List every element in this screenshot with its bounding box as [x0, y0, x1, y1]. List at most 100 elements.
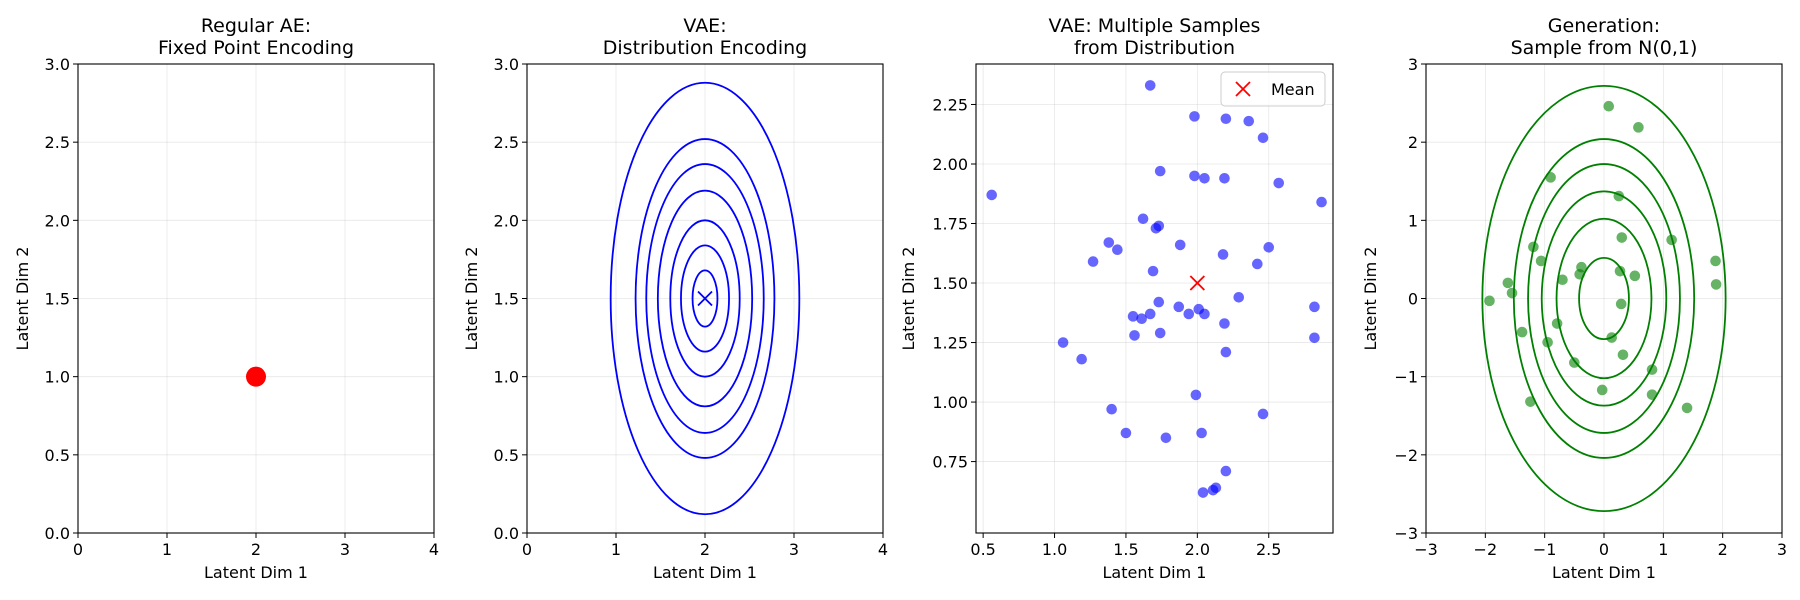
data-point [1551, 318, 1563, 329]
x-tick-label: 2 [1718, 540, 1728, 559]
x-tick-label: 0 [1599, 540, 1609, 559]
data-point [1153, 296, 1165, 308]
data-point [1516, 326, 1528, 338]
data-point [1606, 332, 1618, 343]
y-tick-label: 0.0 [494, 524, 519, 543]
y-tick-label: 2.0 [45, 211, 70, 230]
contour-line [691, 269, 719, 328]
data-point [1545, 172, 1556, 183]
y-tick-label: 1.5 [45, 290, 70, 309]
data-point [1646, 389, 1658, 400]
chart-title: Distribution Encoding [603, 37, 807, 59]
chart-title: VAE: Multiple Samples [1049, 15, 1261, 37]
legend: Mean [1220, 71, 1326, 107]
data-point [1112, 244, 1123, 255]
data-point [1173, 301, 1185, 313]
subplot-2: 0 1 2 3 4 0.0 0.5 1.0 1.5 2.0 2.5 3.0 Latent Dim 1 La… [462, 15, 888, 582]
data-point [1542, 336, 1553, 348]
x-tick-label: 0 [73, 540, 83, 559]
data-point [1183, 308, 1195, 320]
contour-line [1527, 163, 1681, 434]
data-point [1154, 327, 1166, 339]
data-point [1710, 255, 1721, 267]
legend-marker [1235, 81, 1251, 97]
data-point [1144, 308, 1156, 320]
y-tick-label: −1 [1394, 368, 1418, 387]
data-point [1502, 277, 1514, 289]
data-point [1087, 256, 1099, 267]
x-tick-label: 1.0 [1042, 540, 1067, 559]
y-tick-label: 2.5 [494, 133, 519, 152]
data-point [1174, 239, 1186, 251]
data-point [1220, 346, 1232, 358]
data-point [1614, 265, 1626, 277]
subplot-1: 0 1 2 3 4 0.0 0.5 1.0 1.5 2.0 2.5 3.0 Latent Dim 1 La… [13, 15, 439, 582]
y-tick-label: −3 [1394, 524, 1418, 543]
x-axis-label: Latent Dim 1 [653, 563, 757, 582]
chart-title: VAE: [683, 15, 726, 37]
y-tick-label: 0 [1408, 290, 1418, 309]
y-tick-label: 2.0 [494, 211, 519, 230]
x-tick-label: 2 [700, 540, 710, 559]
x-tick-label: −1 [1533, 540, 1557, 559]
data-point [1557, 274, 1568, 286]
contour-line [1512, 138, 1696, 459]
data-point [1189, 170, 1200, 182]
contour-line [669, 219, 741, 378]
x-tick-label: 0 [522, 540, 532, 559]
mean-marker-stroke [697, 290, 713, 307]
y-axis-label: Latent Dim 2 [13, 247, 32, 351]
x-axis-label: Latent Dim 1 [1103, 563, 1207, 582]
data-point [1617, 349, 1629, 361]
plot-area [1481, 84, 1727, 513]
x-tick-label: 2 [251, 540, 261, 559]
data-point [1257, 408, 1269, 420]
data-point [1603, 100, 1615, 112]
data-point [1150, 222, 1162, 234]
data-point [1309, 332, 1320, 344]
y-tick-label: 1.50 [932, 274, 968, 293]
data-point [1263, 242, 1275, 253]
data-point [1646, 364, 1658, 375]
data-point [1207, 484, 1219, 496]
y-tick-label: 3.0 [494, 55, 519, 74]
data-point [1129, 330, 1140, 341]
data-point [1574, 268, 1585, 280]
contour-line [645, 163, 765, 434]
data-point [1616, 232, 1628, 243]
data-point [1197, 487, 1209, 498]
y-axis-label: Latent Dim 2 [462, 247, 481, 351]
data-point [1233, 292, 1245, 303]
data-point [1106, 403, 1117, 415]
x-tick-label: 3 [1777, 540, 1787, 559]
y-tick-label: 0.75 [932, 453, 968, 472]
x-axis-label: Latent Dim 1 [204, 563, 308, 582]
data-point [1217, 249, 1229, 260]
data-point [1144, 80, 1156, 91]
y-tick-label: 1.00 [932, 393, 968, 412]
data-point [1189, 111, 1200, 122]
y-axis-label: Latent Dim 2 [899, 247, 918, 351]
data-point [1076, 353, 1087, 365]
data-point [1190, 389, 1202, 401]
data-point [1199, 172, 1210, 184]
y-tick-label: 2.25 [932, 95, 968, 114]
data-point [1629, 270, 1641, 282]
data-point [1309, 301, 1320, 313]
legend-label: Mean [1271, 80, 1315, 99]
data-point [1681, 402, 1693, 414]
mean-marker [1189, 275, 1205, 291]
y-tick-label: 0.5 [494, 446, 519, 465]
data-point [1506, 287, 1518, 299]
x-axis-label: Latent Dim 1 [1552, 563, 1656, 582]
contour-line [634, 138, 776, 459]
x-tick-label: 4 [878, 540, 888, 559]
data-point [1615, 298, 1627, 310]
x-tick-label: 3 [340, 540, 350, 559]
data-point [1154, 165, 1166, 177]
y-tick-label: 1.25 [932, 334, 968, 353]
y-tick-label: 1.0 [494, 368, 519, 387]
y-tick-label: 2.00 [932, 155, 968, 174]
data-point [1057, 337, 1069, 348]
